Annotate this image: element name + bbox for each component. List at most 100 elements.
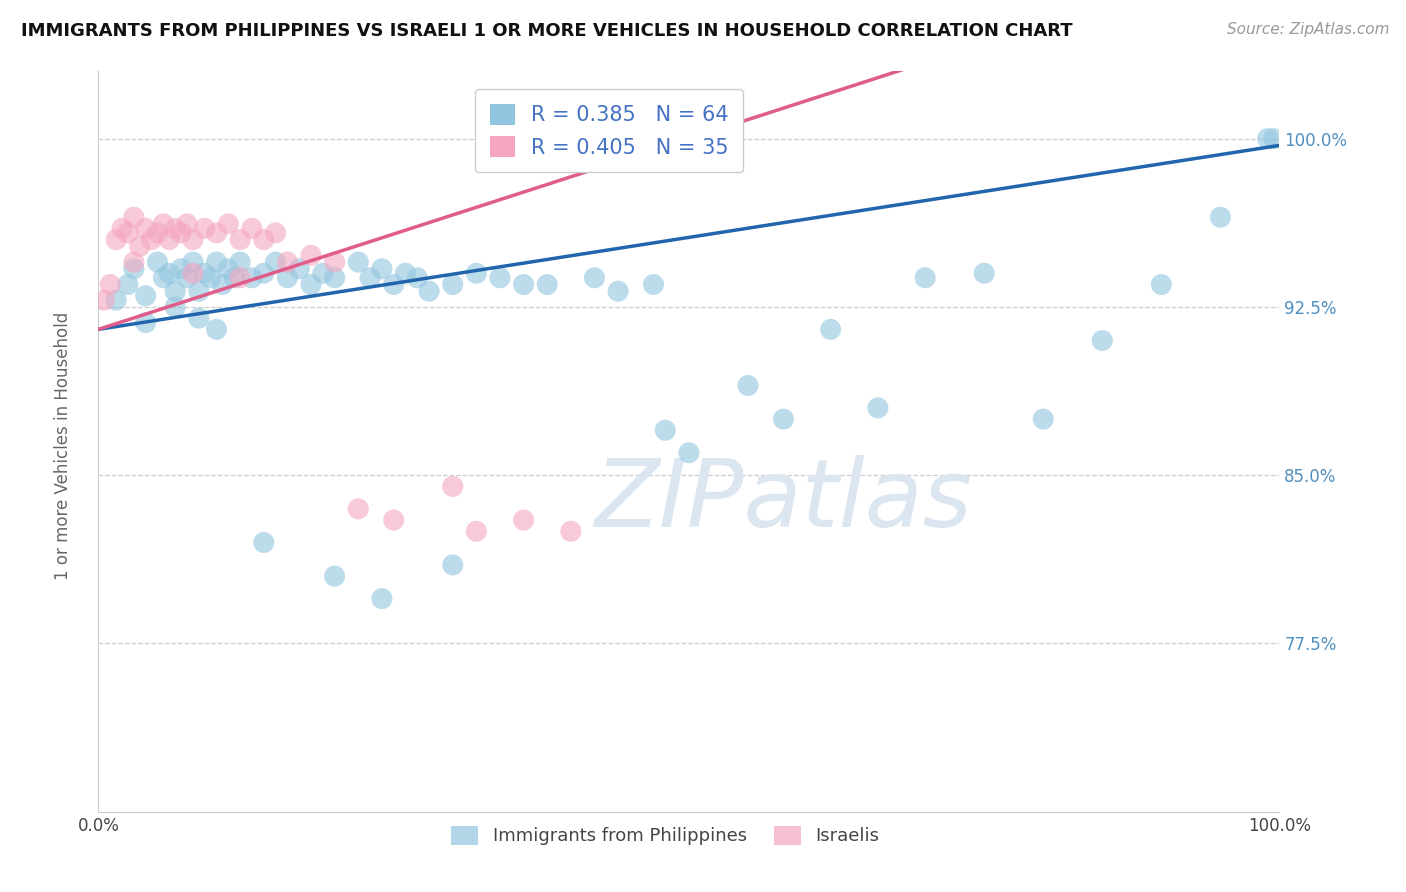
- Point: [122, 255, 145, 269]
- Point: [560, 524, 582, 539]
- Point: [1209, 210, 1232, 224]
- Point: [371, 261, 394, 276]
- Text: 1 or more Vehicles in Household: 1 or more Vehicles in Household: [55, 312, 72, 580]
- Point: [406, 270, 429, 285]
- Point: [205, 226, 228, 240]
- Point: [187, 311, 209, 326]
- Point: [737, 378, 759, 392]
- Point: [217, 261, 239, 276]
- Point: [441, 277, 464, 292]
- Point: [299, 248, 322, 262]
- Text: ZIPatlas: ZIPatlas: [595, 455, 973, 546]
- Point: [772, 412, 794, 426]
- Point: [181, 233, 204, 247]
- Point: [141, 233, 163, 247]
- Point: [643, 277, 665, 292]
- Point: [165, 300, 187, 314]
- Point: [1257, 131, 1279, 145]
- Point: [176, 270, 198, 285]
- Point: [205, 255, 228, 269]
- Point: [122, 210, 145, 224]
- Point: [224, 270, 246, 285]
- Point: [347, 255, 370, 269]
- Point: [1091, 334, 1114, 348]
- Point: [200, 270, 222, 285]
- Point: [323, 569, 346, 583]
- Point: [276, 270, 298, 285]
- Point: [312, 266, 335, 280]
- Point: [105, 293, 128, 308]
- Point: [973, 266, 995, 280]
- Point: [146, 255, 169, 269]
- Point: [98, 277, 121, 292]
- Point: [229, 233, 252, 247]
- Point: [135, 289, 157, 303]
- Point: [111, 221, 134, 235]
- Point: [264, 255, 287, 269]
- Point: [146, 226, 169, 240]
- Point: [583, 270, 606, 285]
- Point: [264, 226, 287, 240]
- Point: [152, 217, 174, 231]
- Point: [323, 270, 346, 285]
- Point: [382, 277, 405, 292]
- Point: [866, 401, 889, 415]
- Point: [229, 255, 252, 269]
- Point: [1263, 131, 1285, 145]
- Point: [165, 221, 187, 235]
- Point: [299, 277, 322, 292]
- Point: [117, 277, 139, 292]
- Point: [512, 277, 534, 292]
- Point: [217, 217, 239, 231]
- Point: [288, 261, 311, 276]
- Text: IMMIGRANTS FROM PHILIPPINES VS ISRAELI 1 OR MORE VEHICLES IN HOUSEHOLD CORRELATI: IMMIGRANTS FROM PHILIPPINES VS ISRAELI 1…: [21, 22, 1073, 40]
- Point: [194, 266, 217, 280]
- Point: [240, 221, 263, 235]
- Point: [181, 255, 204, 269]
- Point: [176, 217, 198, 231]
- Point: [122, 261, 145, 276]
- Point: [512, 513, 534, 527]
- Point: [536, 277, 558, 292]
- Point: [654, 423, 676, 437]
- Point: [914, 270, 936, 285]
- Point: [382, 513, 405, 527]
- Point: [157, 266, 180, 280]
- Text: Source: ZipAtlas.com: Source: ZipAtlas.com: [1226, 22, 1389, 37]
- Point: [371, 591, 394, 606]
- Point: [441, 558, 464, 572]
- Point: [205, 322, 228, 336]
- Point: [276, 255, 298, 269]
- Point: [347, 501, 370, 516]
- Point: [157, 233, 180, 247]
- Point: [465, 524, 488, 539]
- Point: [181, 266, 204, 280]
- Point: [323, 255, 346, 269]
- Point: [394, 266, 416, 280]
- Point: [418, 284, 440, 298]
- Point: [240, 270, 263, 285]
- Point: [93, 293, 115, 308]
- Point: [489, 270, 512, 285]
- Legend: Immigrants from Philippines, Israelis: Immigrants from Philippines, Israelis: [441, 817, 889, 855]
- Point: [194, 221, 217, 235]
- Point: [359, 270, 381, 285]
- Point: [170, 261, 193, 276]
- Point: [117, 226, 139, 240]
- Point: [170, 226, 193, 240]
- Point: [1032, 412, 1054, 426]
- Point: [607, 284, 630, 298]
- Point: [253, 233, 276, 247]
- Point: [152, 270, 174, 285]
- Point: [465, 266, 488, 280]
- Point: [678, 446, 700, 460]
- Point: [128, 239, 150, 253]
- Point: [135, 221, 157, 235]
- Point: [1150, 277, 1173, 292]
- Point: [253, 266, 276, 280]
- Point: [441, 479, 464, 493]
- Point: [135, 316, 157, 330]
- Point: [820, 322, 842, 336]
- Point: [187, 284, 209, 298]
- Point: [229, 270, 252, 285]
